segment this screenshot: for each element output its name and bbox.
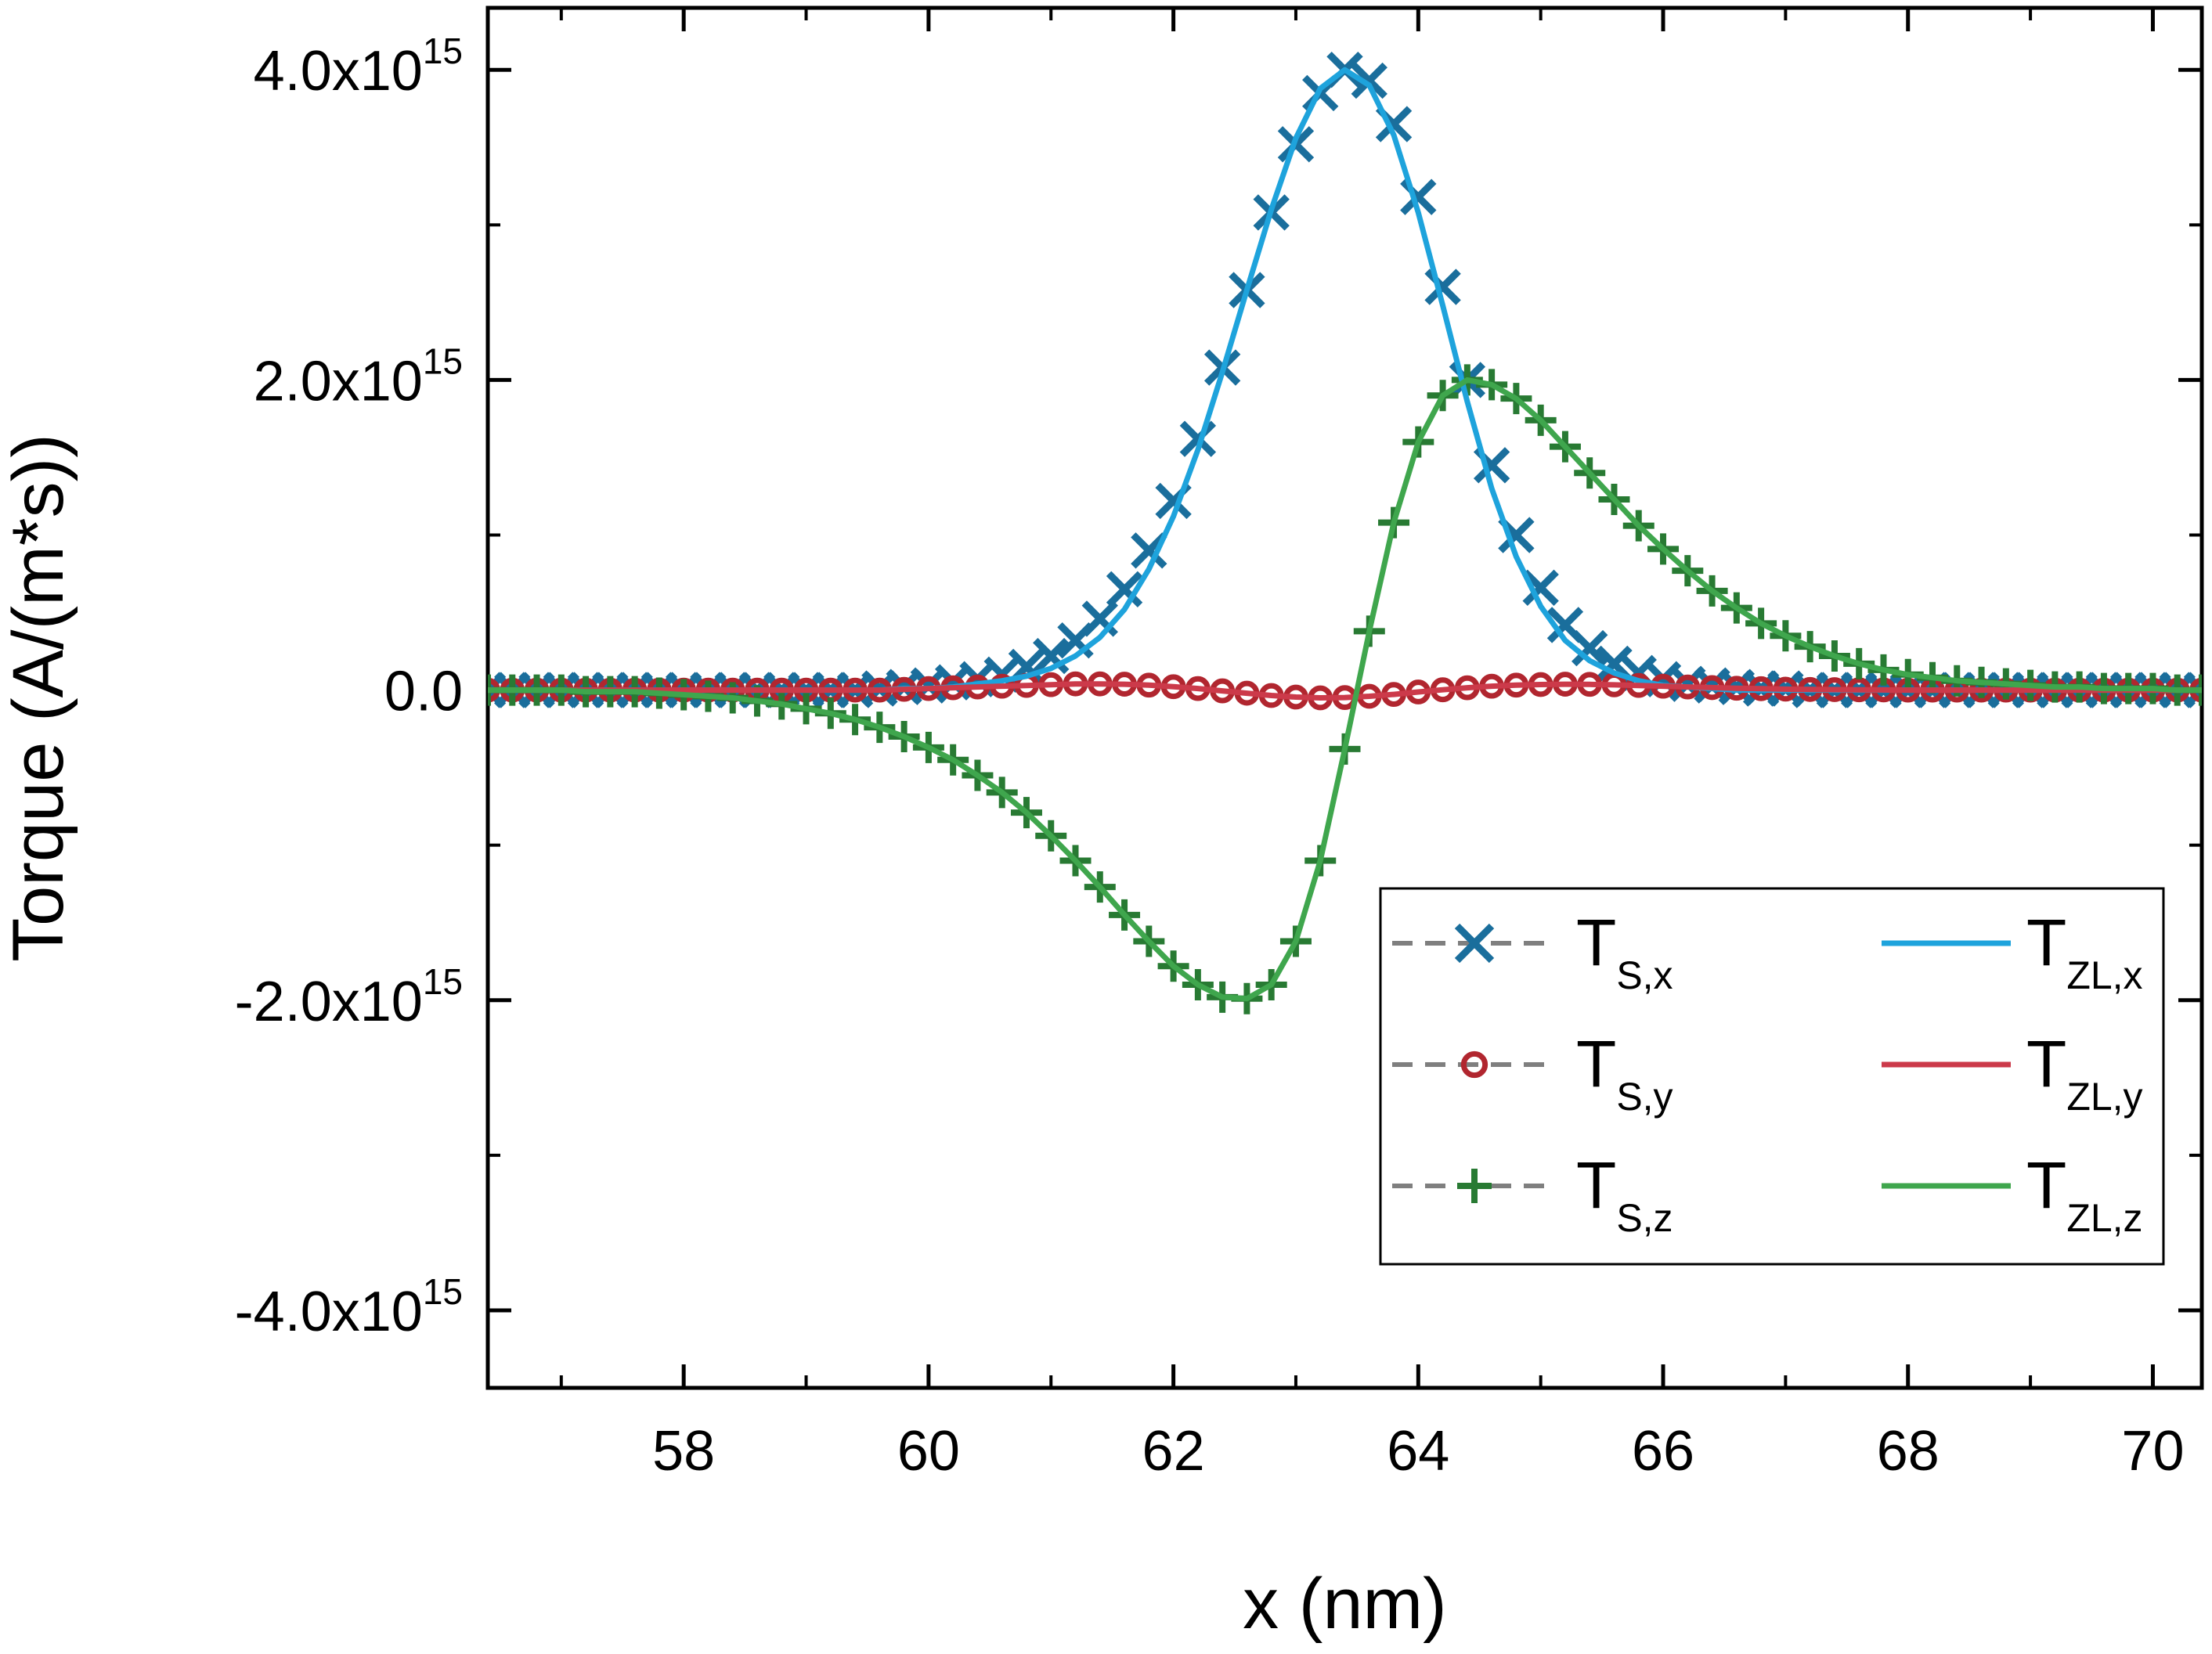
series-line (488, 681, 2202, 701)
ts-z-marker (1457, 1169, 1492, 1203)
legend-item-t-zl-z: TZL,z (1882, 1148, 2143, 1240)
legend-item-t-s-z: TS,z (1392, 1148, 1673, 1240)
y-tick-label: 4.0x1015 (254, 31, 463, 103)
series-layer (488, 52, 2202, 1014)
x-axis-title: x (nm) (1243, 1564, 1447, 1644)
ts-x-marker (1522, 569, 1559, 607)
ts-x-marker (1081, 600, 1118, 637)
series-line (488, 67, 2202, 694)
ts-x-marker (1454, 923, 1495, 964)
legend-label: TS,x (1576, 906, 1673, 997)
series-line (488, 377, 2202, 1002)
legend-item-t-zl-y: TZL,y (1882, 1027, 2143, 1119)
series-t-zl-z (488, 377, 2202, 1002)
series-t-zl-y (488, 681, 2202, 701)
x-tick-label: 70 (2121, 1420, 2184, 1483)
ts-x-marker (1571, 629, 1608, 667)
axes: 58 60 62 64 66 68 70 -4.0x1015 -2.0x1015 0.0 2.0x1… (235, 5, 2204, 1483)
y-tick-label: -2.0x1015 (235, 961, 463, 1033)
y-tick-label: -4.0x1015 (235, 1271, 463, 1343)
ts-x-marker (1106, 571, 1143, 608)
legend-item-t-s-x: TS,x (1392, 906, 1673, 997)
plot-area (488, 52, 2202, 1014)
legend-box (1379, 887, 2165, 1266)
legend-label: TS,y (1576, 1027, 1673, 1119)
legend-item-t-s-y: TS,y (1392, 1027, 1673, 1119)
legend-item-t-zl-x: TZL,x (1882, 906, 2143, 997)
legend-label: TZL,y (2026, 1027, 2143, 1119)
series-t-s-x (488, 52, 2202, 708)
ts-x-marker (1131, 532, 1167, 569)
x-tick-label: 64 (1387, 1420, 1449, 1483)
ts-x-marker (1033, 637, 1070, 675)
legend-label: TS,z (1576, 1148, 1673, 1240)
y-axis-title: Torque (A/(m*s)) (0, 434, 78, 962)
legend-label: TZL,x (2026, 906, 2143, 997)
x-tick-label: 60 (897, 1420, 960, 1483)
series-t-zl-x (488, 67, 2202, 694)
x-tick-label: 66 (1632, 1420, 1694, 1483)
legend-label: TZL,z (2026, 1148, 2143, 1240)
y-tick-label: 2.0x1015 (254, 341, 463, 413)
x-tick-label: 68 (1877, 1420, 1940, 1483)
x-tick-label: 58 (652, 1420, 715, 1483)
ts-y-marker (1460, 1050, 1488, 1079)
x-tick-label: 62 (1142, 1420, 1205, 1483)
ts-x-marker (1351, 62, 1387, 99)
ts-x-marker (1179, 420, 1217, 457)
ts-x-marker (2183, 672, 2202, 708)
legend: TS,x TS,y TS,z TZL,x TZL,y TZL,z (1379, 887, 2165, 1266)
y-tick-label: 0.0 (384, 661, 463, 723)
